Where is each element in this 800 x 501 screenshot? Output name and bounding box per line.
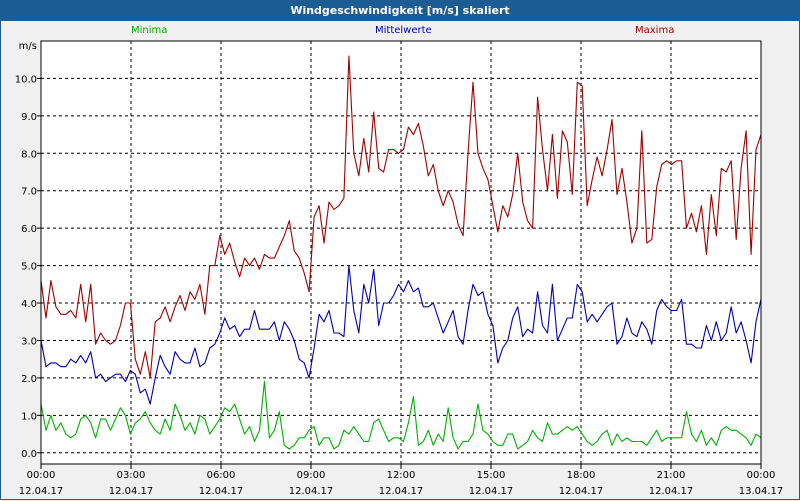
legend-mittelwerte: Mittelwerte [375, 25, 432, 36]
y-tick-label: 9.0 [21, 112, 37, 123]
x-tick-date: 12.04.17 [379, 486, 424, 497]
x-tick-time: 21:00 [657, 470, 686, 481]
x-tick-date: 12.04.17 [649, 486, 694, 497]
x-tick-date: 12.04.17 [109, 486, 154, 497]
y-tick-label: 0.0 [21, 449, 37, 460]
x-tick-date: 12.04.17 [199, 486, 244, 497]
x-tick-date: 12.04.17 [559, 486, 604, 497]
x-tick-time: 15:00 [477, 470, 506, 481]
y-tick-label: 8.0 [21, 149, 37, 160]
x-tick-date: 12.04.17 [289, 486, 334, 497]
x-tick-time: 00:00 [747, 470, 776, 481]
series-line-maxima [40, 55, 762, 379]
y-tick-label: 6.0 [21, 224, 37, 235]
plot-frame [40, 40, 762, 465]
y-tick-label: 3.0 [21, 336, 37, 347]
x-tick-date: 12.04.17 [469, 486, 514, 497]
y-tick-label: 4.0 [21, 299, 37, 310]
y-tick-label: 7.0 [21, 187, 37, 198]
series-line-minima [40, 381, 762, 450]
legend-maxima: Maxima [635, 25, 675, 36]
y-tick-label: 5.0 [21, 262, 37, 273]
y-tick-label: 10.0 [15, 74, 37, 85]
x-tick-date: 13.04.17 [739, 486, 784, 497]
x-tick-date: 12.04.17 [19, 486, 64, 497]
x-tick-time: 18:00 [567, 470, 596, 481]
x-tick-time: 06:00 [207, 470, 236, 481]
y-tick-label: 2.0 [21, 374, 37, 385]
y-axis-unit: m/s [19, 41, 37, 52]
x-tick-time: 09:00 [297, 470, 326, 481]
x-tick-time: 12:00 [387, 470, 416, 481]
window-title: Windgeschwindigkeit [m/s] skaliert [1, 1, 799, 21]
x-tick-time: 00:00 [27, 470, 56, 481]
x-tick-time: 03:00 [117, 470, 146, 481]
series-line-mittelwerte [40, 265, 762, 405]
legend-minima: Minima [131, 25, 168, 36]
y-tick-label: 1.0 [21, 411, 37, 422]
